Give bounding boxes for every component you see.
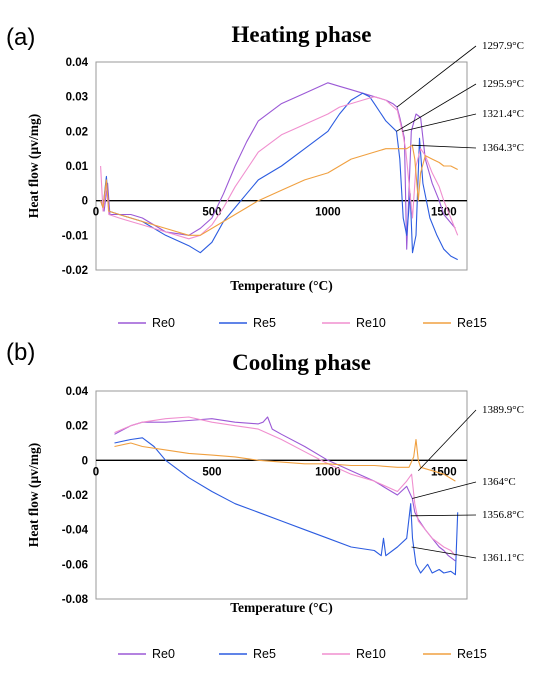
annotation-leader <box>402 113 477 132</box>
chart-title: Heating phase <box>232 22 372 47</box>
chart-panel-a: (a) Heating phase -0.02 -0.01 0 0.01 0.02 0.03 0… <box>6 22 524 330</box>
annotation-leader <box>410 514 477 517</box>
y-tick-label: -0.08 <box>62 594 89 606</box>
y-tick-label: 0.03 <box>66 92 88 104</box>
series-line-re0 <box>100 82 456 250</box>
y-axis-label: Heat flow (μv/mg) <box>26 443 41 547</box>
y-tick-label: 0.04 <box>66 57 89 69</box>
annotation-label: 1389.9°C <box>482 404 524 416</box>
legend-label-re10: Re10 <box>356 316 386 330</box>
x-tick-label: 500 <box>202 466 221 478</box>
legend-label-re15: Re15 <box>457 316 487 330</box>
y-tick-label: 0 <box>82 196 88 208</box>
y-tick-label: -0.02 <box>62 265 88 277</box>
x-tick-label: 0 <box>93 207 99 219</box>
annotation-leader <box>412 481 477 499</box>
series-line-re15 <box>114 438 456 482</box>
series-line-re5 <box>114 437 459 576</box>
legend-label-re5: Re5 <box>253 647 276 661</box>
plot-frame <box>95 390 468 600</box>
chart-panel-b: (b) Cooling phase -0.08 -0.06 -0.04 -0.02 0 0.0… <box>6 339 524 661</box>
y-tick-label: 0 <box>82 455 88 467</box>
x-axis-label: Temperature (°C) <box>230 278 333 293</box>
y-tick-label: 0.04 <box>66 386 89 398</box>
series-line-re15 <box>100 144 458 236</box>
annotation-label: 1356.8°C <box>482 509 524 521</box>
annotation-label: 1364.3°C <box>482 142 524 154</box>
annotation-leader <box>396 83 477 132</box>
y-tick-label: 0.02 <box>66 126 88 138</box>
annotation-leader <box>411 546 477 559</box>
x-tick-label: 1500 <box>431 466 457 478</box>
x-tick-label: 1500 <box>431 207 457 219</box>
legend-label-re0: Re0 <box>152 647 175 661</box>
x-tick-label: 1000 <box>315 207 341 219</box>
annotation-label: 1321.4°C <box>482 108 524 120</box>
annotation-label: 1295.9°C <box>482 78 524 90</box>
series-line-re10 <box>114 416 456 557</box>
series-line-re0 <box>114 416 456 562</box>
y-tick-label: -0.06 <box>62 559 88 571</box>
x-tick-label: 1000 <box>315 466 341 478</box>
x-axis-label: Temperature (°C) <box>230 600 333 615</box>
panel-letter: (b) <box>6 339 35 366</box>
annotation-label: 1297.9°C <box>482 40 524 52</box>
plot-frame <box>95 61 468 271</box>
y-tick-label: -0.02 <box>62 490 88 502</box>
series-line-re10 <box>100 96 459 240</box>
chart-title: Cooling phase <box>232 350 371 375</box>
x-tick-label: 500 <box>202 207 221 219</box>
y-tick-label: 0.01 <box>66 161 89 173</box>
panel-letter: (a) <box>6 24 35 51</box>
legend-label-re0: Re0 <box>152 316 175 330</box>
annotation-leader <box>418 409 477 472</box>
legend-label-re15: Re15 <box>457 647 487 661</box>
annotation-label: 1364°C <box>482 476 516 488</box>
y-tick-label: 0.02 <box>66 421 88 433</box>
annotation-leader <box>396 45 477 108</box>
legend-label-re5: Re5 <box>253 316 276 330</box>
series-line-re5 <box>100 92 458 261</box>
y-axis-label: Heat flow (μv/mg) <box>26 114 41 218</box>
x-tick-label: 0 <box>93 466 99 478</box>
y-tick-label: -0.01 <box>62 230 89 242</box>
legend-label-re10: Re10 <box>356 647 386 661</box>
annotation-label: 1361.1°C <box>482 552 524 564</box>
y-tick-label: -0.04 <box>62 525 89 537</box>
annotation-leader <box>412 144 477 149</box>
